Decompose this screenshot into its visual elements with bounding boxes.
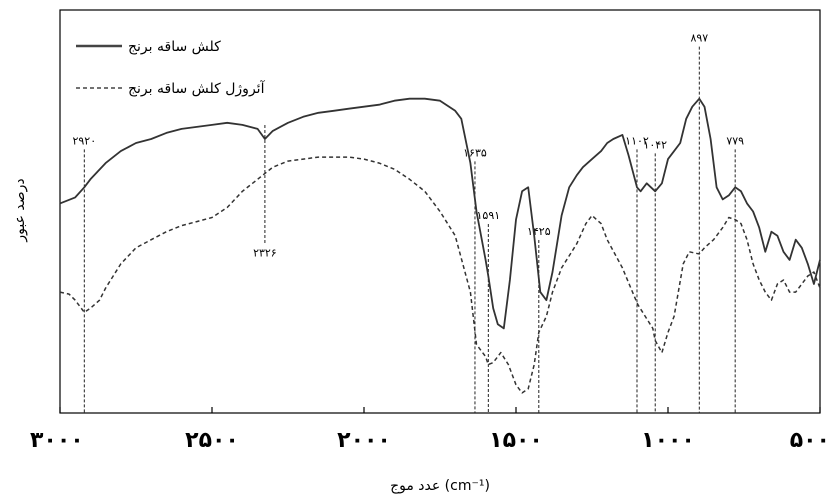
series-line-1	[59, 156, 821, 394]
x-tick-label-1: ۲۵۰۰	[185, 428, 239, 453]
x-tick-label-0: ۳۰۰۰	[30, 428, 84, 453]
peak-label-0: ۲۹۲۰	[72, 134, 96, 147]
peak-label-7: ۸۹۷	[690, 32, 708, 45]
legend: کلش ساقه برنج آئروژل کلش ساقه برنج	[76, 39, 266, 97]
peak-label-5: ۱۱۰۲	[625, 134, 649, 147]
plot-area-frame	[59, 9, 821, 414]
x-tick-label-4: ۱۰۰۰	[641, 428, 695, 453]
legend-label-dashed: آئروژل کلش ساقه برنج	[128, 80, 266, 97]
peak-label-3: ۱۵۹۱	[477, 209, 501, 222]
peak-label-8: ۷۷۹	[726, 134, 744, 147]
peak-label-1: ۲۳۲۶	[253, 246, 277, 259]
x-tick-label-2: ۲۰۰۰	[337, 428, 391, 453]
peak-label-6: ۱۰۴۲	[643, 138, 667, 151]
x-tick-label-3: ۱۵۰۰	[489, 428, 543, 453]
x-tick-label-5: ۵۰۰	[790, 428, 830, 453]
x-axis-label: عدد موج (cm⁻¹)	[390, 478, 490, 494]
peak-label-4: ۱۴۲۵	[527, 225, 551, 238]
legend-label-solid: کلش ساقه برنج	[128, 39, 221, 55]
series-layer	[59, 97, 821, 394]
y-axis-label: درصد عبور	[12, 178, 28, 242]
series-line-0	[59, 97, 821, 330]
x-axis: ۳۰۰۰ ۲۵۰۰ ۲۰۰۰ ۱۵۰۰ ۱۰۰۰ ۵۰۰	[30, 407, 830, 453]
